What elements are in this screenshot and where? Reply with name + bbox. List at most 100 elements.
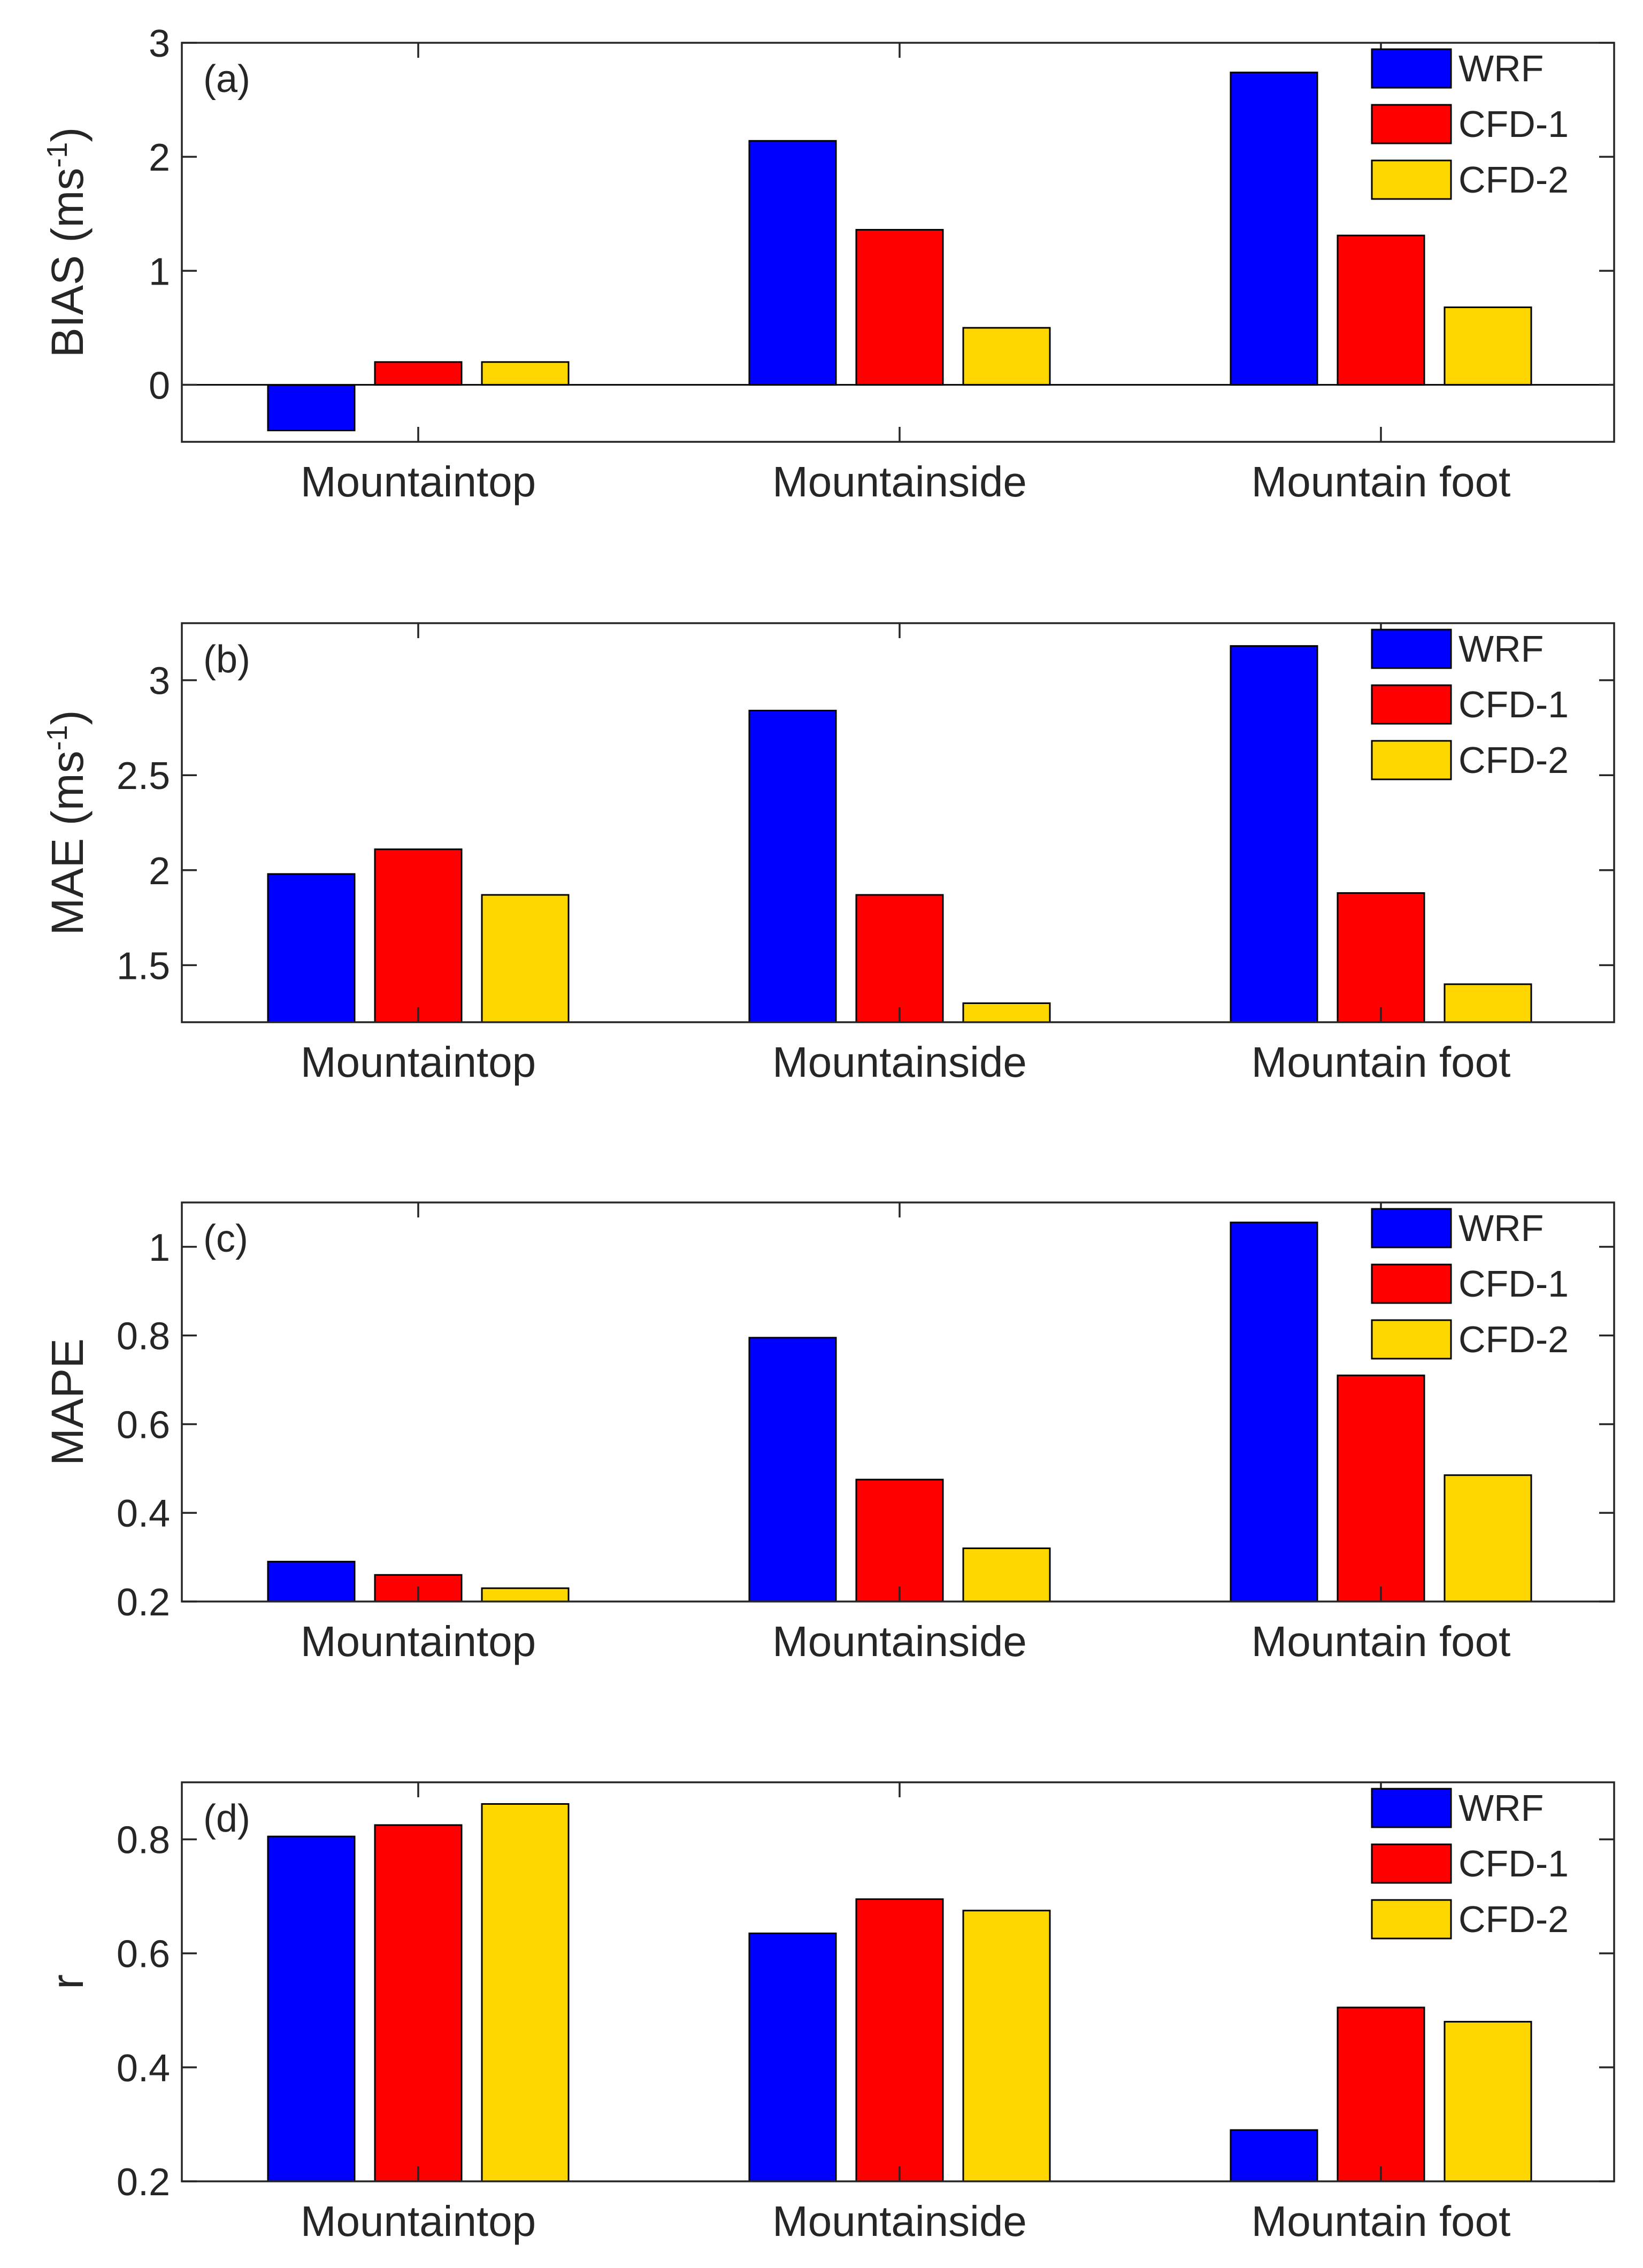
y-tick-label: 1 xyxy=(149,1227,170,1269)
legend-label-wrf: WRF xyxy=(1458,628,1544,670)
category-label: Mountainside xyxy=(772,1618,1027,1665)
legend-label-cfd-1: CFD-1 xyxy=(1458,1843,1569,1884)
y-tick-label: 0.4 xyxy=(117,2047,170,2090)
bar-cfd-2-3 xyxy=(1444,306,1532,386)
legend-label-cfd-1: CFD-1 xyxy=(1458,103,1569,145)
bar-wrf-3 xyxy=(1230,2129,1318,2182)
bar-cfd-1-2 xyxy=(855,894,944,1023)
bar-cfd-2-1 xyxy=(481,1587,570,1603)
axes-box xyxy=(181,1201,1615,1603)
y-tick-label: 1 xyxy=(149,250,170,293)
y-tick-label: 0.2 xyxy=(117,1581,170,1624)
category-label: Mountain foot xyxy=(1252,1618,1511,1665)
bar-cfd-2-2 xyxy=(962,1547,1051,1603)
category-label: Mountainside xyxy=(772,1038,1027,1086)
bar-cfd-2-1 xyxy=(481,894,570,1023)
bar-wrf-1 xyxy=(267,1560,356,1603)
bar-cfd-1-2 xyxy=(855,229,944,386)
y-tick-label: 0.4 xyxy=(117,1492,170,1535)
bar-cfd-2-2 xyxy=(962,1910,1051,2182)
category-label: Mountaintop xyxy=(301,2197,536,2245)
legend-swatch-wrf xyxy=(1371,1208,1452,1248)
bar-wrf-2 xyxy=(748,709,837,1023)
bar-wrf-1 xyxy=(267,384,356,432)
legend-swatch-cfd-2 xyxy=(1371,1899,1452,1940)
panel-tag: (b) xyxy=(203,638,250,681)
category-label: Mountainside xyxy=(772,2197,1027,2245)
bar-cfd-1-3 xyxy=(1337,892,1425,1023)
legend-label-cfd-2: CFD-2 xyxy=(1458,1898,1569,1940)
bar-wrf-2 xyxy=(748,1337,837,1603)
category-label: Mountainside xyxy=(772,458,1027,505)
bar-wrf-2 xyxy=(748,1932,837,2182)
axes-box xyxy=(181,42,1615,443)
category-label: Mountaintop xyxy=(301,1618,536,1665)
axes-box xyxy=(181,622,1615,1023)
axes-box xyxy=(181,1781,1615,2182)
bar-cfd-2-2 xyxy=(962,327,1051,386)
bar-cfd-2-1 xyxy=(481,1803,570,2182)
y-tick-label: 2 xyxy=(149,136,170,179)
legend-swatch-cfd-1 xyxy=(1371,1843,1452,1884)
category-label: Mountaintop xyxy=(301,1038,536,1086)
legend-label-wrf: WRF xyxy=(1458,1787,1544,1829)
bar-wrf-3 xyxy=(1230,71,1318,386)
y-tick-label: 3 xyxy=(149,22,170,65)
legend-label-cfd-2: CFD-2 xyxy=(1458,739,1569,781)
y-tick-label: 0.6 xyxy=(117,1404,170,1446)
legend-label-wrf: WRF xyxy=(1458,1207,1544,1249)
bar-cfd-1-3 xyxy=(1337,234,1425,386)
category-label: Mountain foot xyxy=(1252,1038,1511,1086)
panel-tag: (a) xyxy=(203,58,250,101)
chart-panel-4: 0.2 0.4 0.6 0.8 Mountaintop Mountainside Mount… xyxy=(42,1781,1615,2245)
panel-tag: (c) xyxy=(203,1217,248,1260)
legend-swatch-wrf xyxy=(1371,48,1452,89)
y-axis-label: MAPE xyxy=(42,1338,93,1466)
legend-label-cfd-2: CFD-2 xyxy=(1458,159,1569,201)
category-label: Mountaintop xyxy=(301,458,536,505)
category-label: Mountain foot xyxy=(1252,2197,1511,2245)
legend-swatch-wrf xyxy=(1371,629,1452,669)
legend-swatch-wrf xyxy=(1371,1788,1452,1828)
chart-panel-3: 0.2 0.4 0.6 0.8 1 Mountaintop Mountainside Moun… xyxy=(42,1201,1615,1665)
bar-cfd-2-3 xyxy=(1444,2021,1532,2182)
bar-wrf-1 xyxy=(267,873,356,1023)
bar-cfd-2-3 xyxy=(1444,983,1532,1023)
legend-swatch-cfd-1 xyxy=(1371,684,1452,725)
bar-wrf-3 xyxy=(1230,645,1318,1023)
bar-cfd-2-3 xyxy=(1444,1474,1532,1603)
bar-cfd-2-1 xyxy=(481,361,570,386)
legend-label-wrf: WRF xyxy=(1458,48,1544,89)
y-tick-label: 0 xyxy=(149,364,170,407)
y-tick-label: 2 xyxy=(149,850,170,893)
y-tick-label: 1.5 xyxy=(117,945,170,987)
bar-cfd-1-3 xyxy=(1337,2006,1425,2182)
bar-cfd-1-3 xyxy=(1337,1374,1425,1603)
y-axis-label: r xyxy=(42,1974,93,1989)
legend-swatch-cfd-1 xyxy=(1371,104,1452,144)
chart-panel-2: 1.5 2 2.5 3 Mountaintop Mountainside Mountain … xyxy=(41,622,1615,1086)
bar-cfd-2-2 xyxy=(962,1002,1051,1023)
bar-cfd-1-1 xyxy=(374,1824,463,2182)
bar-wrf-3 xyxy=(1230,1221,1318,1603)
chart-panel-1: 0 1 2 3 Mountaintop Mountainside Mountain foot… xyxy=(41,22,1615,505)
y-axis-label: BIAS (ms-1) xyxy=(41,127,93,358)
y-tick-label: 0.8 xyxy=(117,1819,170,1862)
legend-swatch-cfd-2 xyxy=(1371,1319,1452,1360)
legend-label-cfd-2: CFD-2 xyxy=(1458,1319,1569,1360)
legend-label-cfd-1: CFD-1 xyxy=(1458,684,1569,725)
legend-swatch-cfd-2 xyxy=(1371,740,1452,780)
y-tick-label: 0.2 xyxy=(117,2161,170,2204)
y-tick-label: 0.6 xyxy=(117,1933,170,1976)
bar-cfd-1-1 xyxy=(374,848,463,1023)
bar-cfd-1-2 xyxy=(855,1478,944,1603)
bar-cfd-1-1 xyxy=(374,361,463,386)
legend-swatch-cfd-2 xyxy=(1371,159,1452,200)
legend-swatch-cfd-1 xyxy=(1371,1263,1452,1304)
category-label: Mountain foot xyxy=(1252,458,1511,505)
bar-wrf-2 xyxy=(748,140,837,386)
y-tick-label: 2.5 xyxy=(117,755,170,798)
bar-cfd-1-2 xyxy=(855,1898,944,2182)
panel-tag: (d) xyxy=(203,1797,250,1840)
